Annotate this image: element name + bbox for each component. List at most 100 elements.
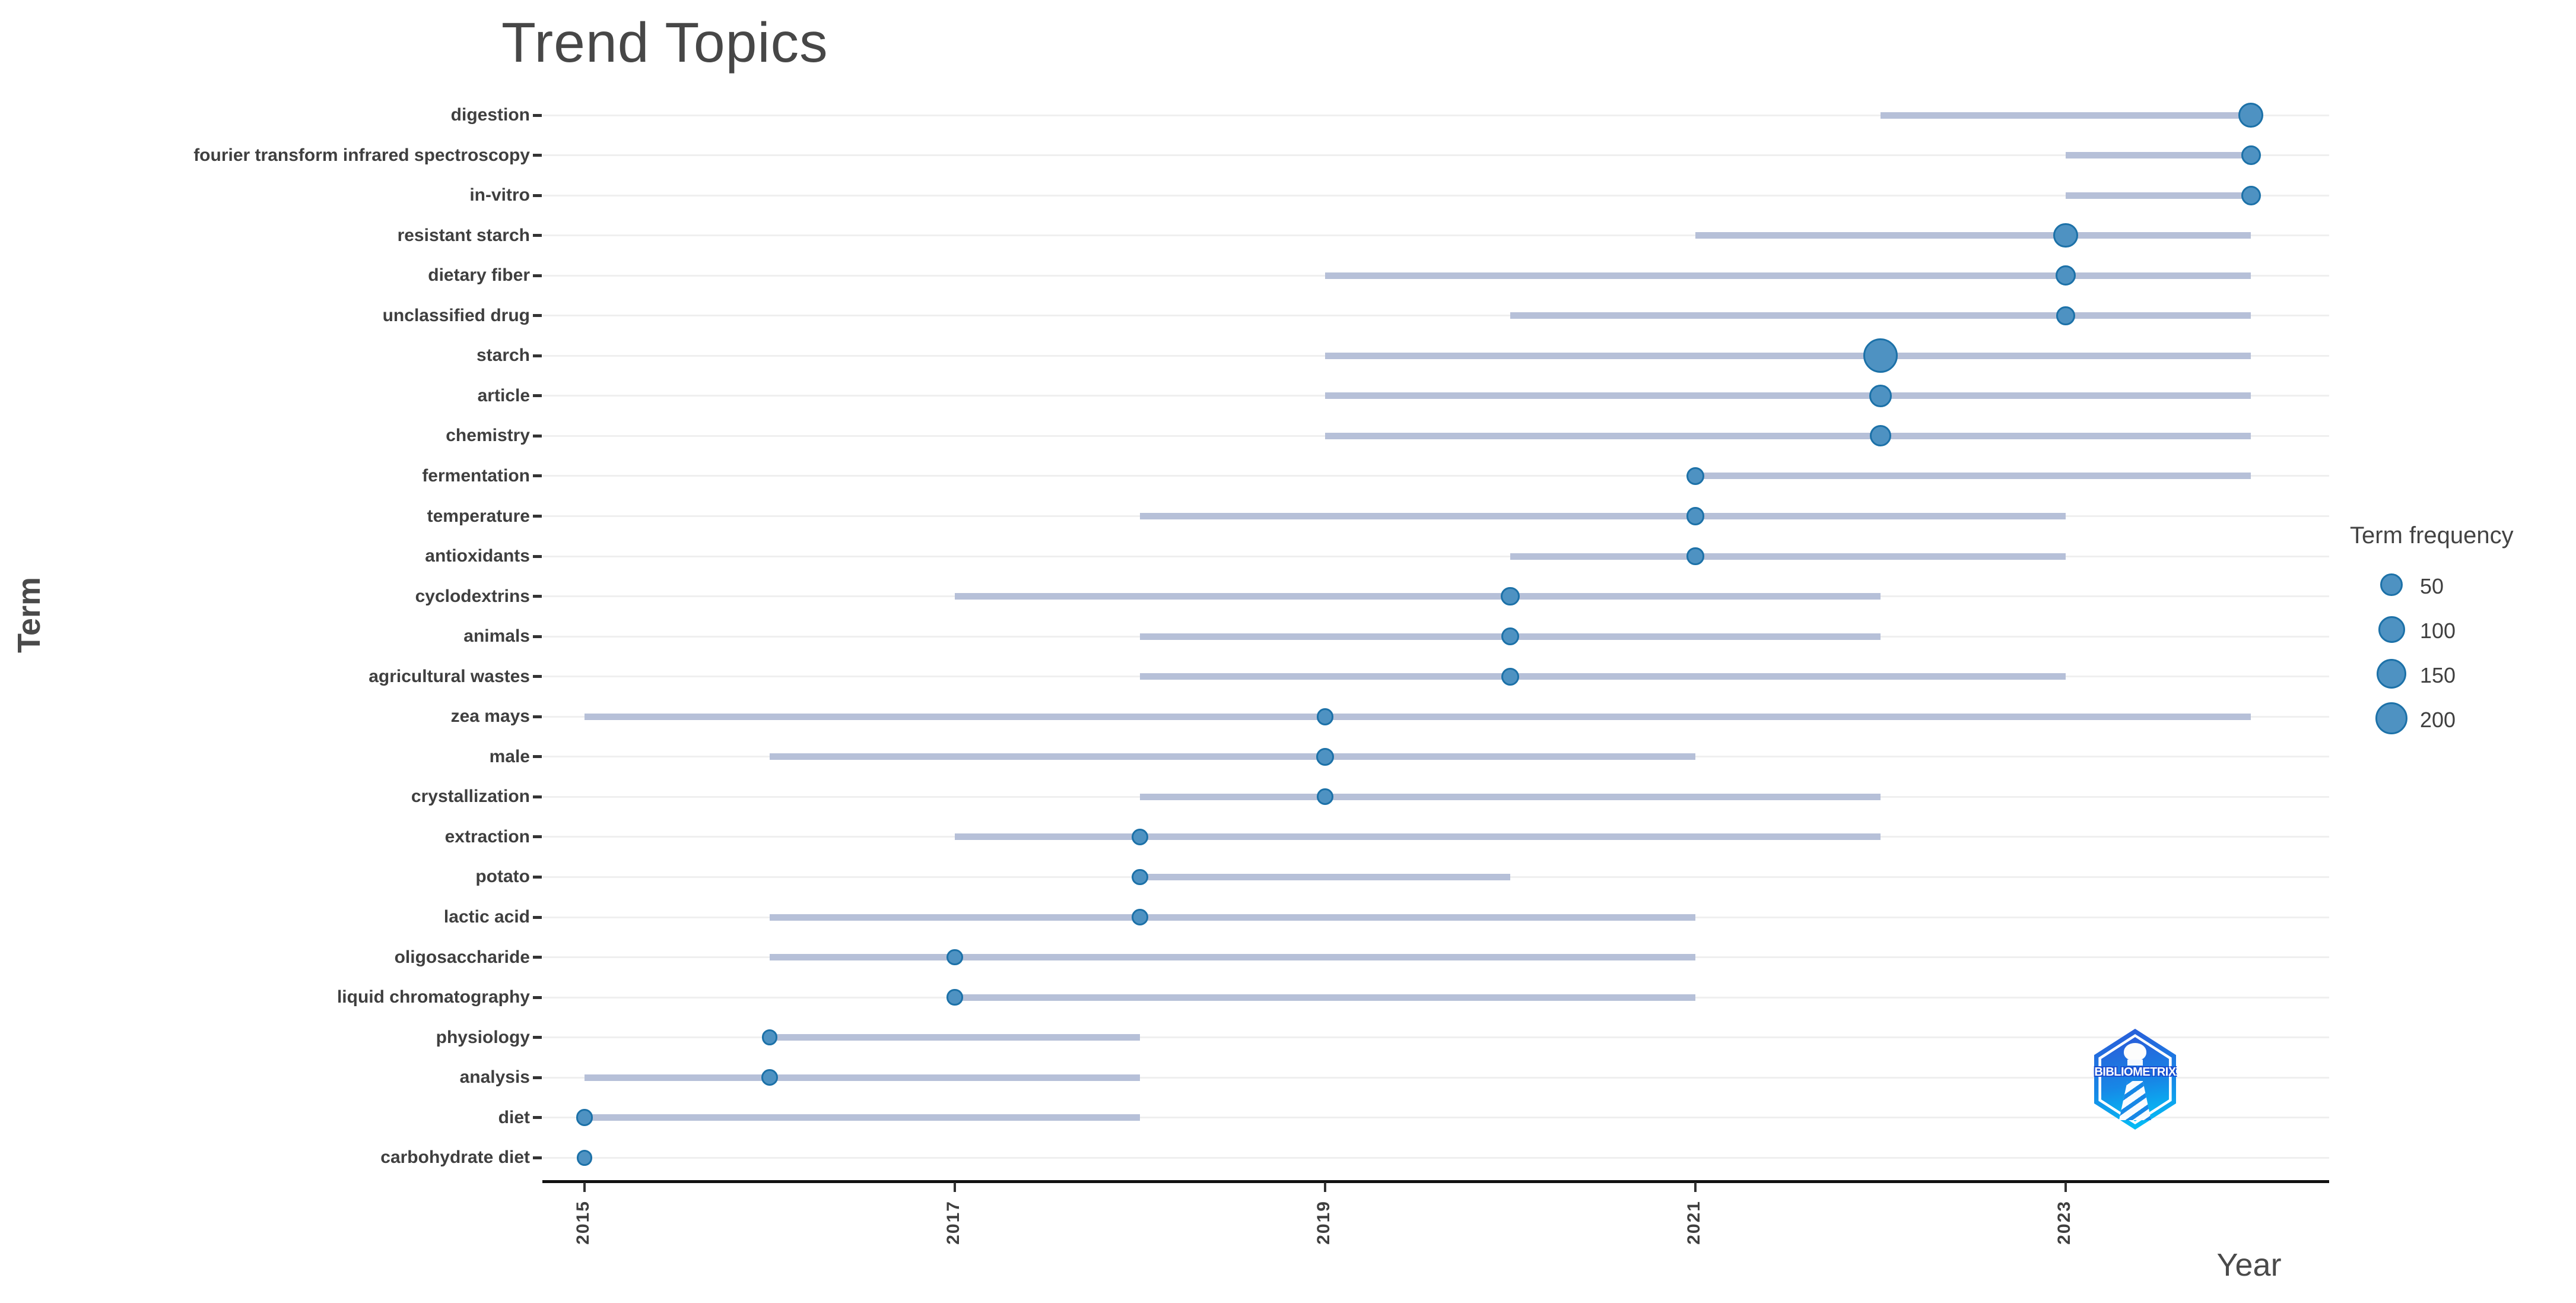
x-tick-label: 2017 xyxy=(944,1200,963,1245)
term-frequency-dot xyxy=(2056,306,2075,325)
term-frequency-dot xyxy=(946,989,963,1006)
y-tick-label: resistant starch xyxy=(397,225,530,245)
term-frequency-dot xyxy=(576,1109,593,1127)
legend-size-label: 200 xyxy=(2420,708,2456,732)
y-tick-label: oligosaccharide xyxy=(394,947,530,967)
term-year-range xyxy=(1881,112,2251,119)
y-tick-mark xyxy=(533,1036,542,1039)
term-year-range xyxy=(770,954,1695,961)
x-tick-label: 2021 xyxy=(1684,1200,1704,1245)
term-year-range xyxy=(2066,192,2251,199)
term-year-range xyxy=(585,1074,1140,1081)
term-year-range xyxy=(1140,673,2066,680)
y-tick-label: article xyxy=(477,385,530,405)
row-gridline xyxy=(542,1117,2329,1119)
legend-size-circle xyxy=(2375,702,2408,735)
term-year-range xyxy=(1140,513,2066,519)
row-gridline xyxy=(542,194,2329,196)
row-gridline xyxy=(542,315,2329,317)
row-gridline xyxy=(542,114,2329,116)
term-frequency-dot xyxy=(1869,425,1892,447)
y-tick-label: extraction xyxy=(444,826,530,847)
y-tick-label: diet xyxy=(498,1107,530,1127)
term-year-range xyxy=(770,914,1695,921)
term-year-range xyxy=(1695,232,2251,239)
y-tick-mark xyxy=(533,194,542,197)
chart-title: Trend Topics xyxy=(501,11,828,74)
y-tick-mark xyxy=(533,1116,542,1120)
term-frequency-dot xyxy=(1316,747,1335,766)
term-frequency-dot xyxy=(576,1149,593,1166)
y-tick-mark xyxy=(533,915,542,919)
term-year-range xyxy=(770,753,1695,760)
y-tick-label: cyclodextrins xyxy=(415,586,530,606)
term-frequency-dot xyxy=(1686,507,1705,525)
y-tick-label: unclassified drug xyxy=(382,305,530,325)
term-year-range xyxy=(955,593,1881,600)
y-tick-label: chemistry xyxy=(446,426,530,446)
legend-size-label: 150 xyxy=(2420,663,2456,687)
y-tick-mark xyxy=(533,1156,542,1159)
bibliometrix-logo: BIBLIOMETRIX xyxy=(2091,1029,2180,1130)
y-tick-mark xyxy=(533,755,542,759)
legend-size-circle xyxy=(2376,658,2407,689)
term-frequency-dot xyxy=(1501,586,1520,606)
x-tick-mark xyxy=(583,1182,586,1192)
term-year-range xyxy=(1325,432,2251,439)
y-tick-label: carbohydrate diet xyxy=(380,1147,530,1168)
x-tick-mark xyxy=(1324,1182,1326,1192)
y-tick-mark xyxy=(533,154,542,157)
row-gridline xyxy=(542,234,2329,237)
term-frequency-dot xyxy=(1501,667,1520,686)
y-tick-label: lactic acid xyxy=(443,907,530,927)
logo-lighthouse-dome xyxy=(2124,1043,2146,1061)
y-tick-label: temperature xyxy=(427,506,530,526)
y-tick-mark xyxy=(533,434,542,437)
y-tick-mark xyxy=(533,795,542,798)
y-tick-mark xyxy=(533,595,542,598)
term-frequency-dot xyxy=(1316,708,1334,725)
row-gridline xyxy=(542,1156,2329,1159)
term-frequency-dot xyxy=(1686,547,1704,565)
row-gridline xyxy=(542,154,2329,157)
y-tick-label: potato xyxy=(475,867,530,887)
y-tick-mark xyxy=(533,956,542,959)
x-tick-label: 2019 xyxy=(1314,1200,1333,1245)
y-tick-label: fourier transform infrared spectroscopy xyxy=(193,145,530,165)
term-year-range xyxy=(585,713,2251,720)
term-frequency-dot xyxy=(946,949,963,966)
y-tick-label: analysis xyxy=(459,1067,530,1088)
y-tick-mark xyxy=(533,554,542,558)
term-frequency-dot xyxy=(2238,102,2264,128)
logo-text: BIBLIOMETRIX xyxy=(2094,1066,2176,1079)
term-year-range xyxy=(955,833,1881,841)
y-tick-label: physiology xyxy=(436,1027,530,1047)
row-gridline xyxy=(542,1076,2329,1079)
y-tick-mark xyxy=(533,835,542,839)
y-tick-mark xyxy=(533,996,542,999)
x-tick-mark xyxy=(954,1182,956,1192)
term-frequency-dot xyxy=(761,1029,778,1045)
row-gridline xyxy=(542,555,2329,557)
term-year-range xyxy=(955,994,1695,1001)
y-tick-mark xyxy=(533,715,542,718)
y-tick-mark xyxy=(533,1076,542,1079)
term-year-range xyxy=(1510,312,2251,319)
y-tick-label: in-vitro xyxy=(469,185,530,205)
x-axis-title: Year xyxy=(2216,1247,2282,1283)
term-frequency-dot xyxy=(1131,828,1149,846)
term-frequency-dot xyxy=(1317,788,1333,806)
row-gridline xyxy=(542,475,2329,477)
legend-size-label: 50 xyxy=(2420,574,2444,598)
legend: Term frequency 50 100 150 200 xyxy=(2347,522,2572,735)
y-tick-mark xyxy=(533,394,542,398)
y-tick-mark xyxy=(533,354,542,357)
x-tick-label: 2023 xyxy=(2054,1200,2074,1245)
term-frequency-dot xyxy=(2053,223,2078,248)
y-tick-label: fermentation xyxy=(422,465,530,486)
y-tick-mark xyxy=(533,675,542,679)
y-tick-mark xyxy=(533,113,542,117)
legend-size-circle xyxy=(2380,573,2403,596)
y-tick-mark xyxy=(533,314,542,318)
term-year-range xyxy=(1325,272,2251,279)
